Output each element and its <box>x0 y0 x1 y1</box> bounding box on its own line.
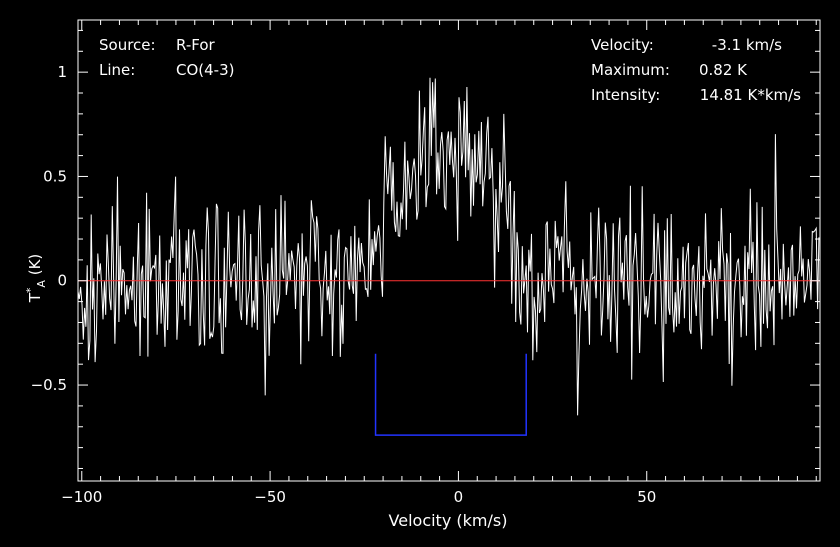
y-axis-label-unit: (K) <box>26 254 44 280</box>
x-axis-ticks: −100 −50 0 50 <box>61 20 817 506</box>
intensity-value: 14.81 K*km/s <box>700 86 801 104</box>
y-tick-label: −0.5 <box>31 376 67 394</box>
velocity-label: Velocity: <box>591 36 654 54</box>
y-tick-label: 0.5 <box>43 167 67 185</box>
source-label: Source: <box>99 36 156 54</box>
maximum-label: Maximum: <box>591 61 670 79</box>
info-right: Velocity: -3.1 km/s Maximum: 0.82 K Inte… <box>591 36 801 104</box>
x-axis-label: Velocity (km/s) <box>389 511 508 530</box>
info-left: Source: R-For Line: CO(4-3) <box>99 36 234 79</box>
source-value: R-For <box>176 36 215 54</box>
line-value: CO(4-3) <box>176 61 234 79</box>
y-axis-ticks: −0.5 0 0.5 1 <box>31 29 820 469</box>
integration-window <box>374 353 527 436</box>
x-tick-label: 50 <box>637 488 656 506</box>
velocity-value: -3.1 km/s <box>712 36 782 54</box>
x-tick-label: −100 <box>61 488 102 506</box>
x-tick-label: 0 <box>454 488 464 506</box>
plot-frame <box>77 19 821 482</box>
y-axis-label-main: T <box>26 292 44 303</box>
intensity-label: Intensity: <box>591 86 660 104</box>
x-tick-label: −50 <box>254 488 286 506</box>
maximum-value: 0.82 K <box>699 61 748 79</box>
y-axis-label: T*A (K) <box>24 254 48 304</box>
line-label: Line: <box>99 61 135 79</box>
y-tick-label: 1 <box>57 63 67 81</box>
y-tick-label: 0 <box>57 272 67 290</box>
y-axis-label-sub: A <box>35 280 48 288</box>
y-axis-label-sup: * <box>24 287 37 293</box>
